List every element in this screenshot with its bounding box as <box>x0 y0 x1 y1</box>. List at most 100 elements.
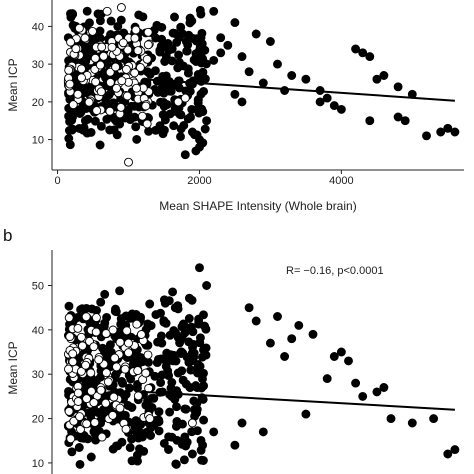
data-point-filled <box>450 127 460 137</box>
x-tick-label: 4000 <box>329 175 353 187</box>
data-point-filled <box>379 71 389 80</box>
data-point-filled <box>137 357 147 367</box>
data-point-filled <box>75 459 85 469</box>
data-point-filled <box>294 320 304 330</box>
data-point-open <box>73 397 83 406</box>
data-point-filled <box>165 407 175 417</box>
data-point-filled <box>422 131 431 141</box>
data-point-filled <box>358 391 368 401</box>
data-point-filled <box>169 350 179 360</box>
data-point-filled <box>110 114 120 124</box>
data-point-open <box>64 313 74 323</box>
y-tick-label: 10 <box>32 135 44 147</box>
data-point-open <box>130 68 140 78</box>
data-point-filled <box>230 89 240 99</box>
data-point-open <box>86 386 96 396</box>
data-point-filled <box>199 368 208 378</box>
data-point-filled <box>175 338 185 348</box>
data-point-open <box>66 37 76 47</box>
data-point-filled <box>138 12 148 22</box>
data-point-open <box>101 368 111 378</box>
data-point-open <box>133 366 143 376</box>
data-point-open <box>97 432 107 442</box>
data-point-filled <box>265 37 275 46</box>
data-point-filled <box>64 111 74 121</box>
data-point-open <box>102 6 112 16</box>
data-point-filled <box>156 308 165 318</box>
data-point-open <box>74 23 84 33</box>
data-point-open <box>124 157 133 167</box>
data-point-open <box>116 3 126 12</box>
data-point-filled <box>64 134 74 143</box>
data-point-filled <box>280 86 290 95</box>
data-point-filled <box>171 459 181 469</box>
data-point-filled <box>96 297 106 307</box>
data-point-open <box>124 338 133 348</box>
data-point-open <box>76 332 86 342</box>
data-point-filled <box>443 449 453 459</box>
data-point-filled <box>223 40 233 50</box>
data-point-filled <box>127 403 137 412</box>
panel-a-ylabel: Mean ICP <box>6 58 20 111</box>
data-point-open <box>111 62 121 72</box>
data-point-filled <box>154 426 164 436</box>
data-point-filled <box>258 78 268 88</box>
data-point-open <box>132 319 142 329</box>
data-point-filled <box>66 12 76 22</box>
data-point-filled <box>196 9 206 19</box>
data-point-filled <box>450 445 460 455</box>
data-point-filled <box>193 360 203 369</box>
data-point-filled <box>135 444 144 454</box>
data-point-filled <box>178 375 188 385</box>
data-point-open <box>75 412 85 422</box>
data-point-filled <box>174 50 184 60</box>
data-point-filled <box>230 18 240 28</box>
data-point-filled <box>153 354 163 364</box>
data-point-filled <box>181 441 191 451</box>
data-point-open <box>65 332 75 342</box>
data-point-filled <box>200 124 210 134</box>
data-point-filled <box>127 434 137 444</box>
data-point-filled <box>230 440 240 450</box>
data-point-open <box>180 93 190 103</box>
data-point-open <box>90 53 100 63</box>
data-point-open <box>88 26 97 36</box>
data-point-open <box>81 360 91 370</box>
data-point-filled <box>192 398 202 408</box>
panel-a-ticks: 10 20 30 40 0 2000 4000 <box>32 21 354 187</box>
data-point-open <box>81 312 91 322</box>
data-point-filled <box>157 22 167 32</box>
data-point-open <box>110 353 120 363</box>
data-point-filled <box>168 28 178 38</box>
data-point-filled <box>173 304 183 314</box>
data-point-filled <box>80 116 90 126</box>
panel-a: Mean ICP 10 20 30 40 0 2000 4000 Mean SHAPE In… <box>6 0 464 213</box>
data-point-filled <box>176 349 186 358</box>
data-point-filled <box>93 9 103 19</box>
data-point-filled <box>164 296 174 306</box>
data-point-open <box>143 27 153 37</box>
data-point-filled <box>372 387 382 397</box>
data-point-filled <box>199 415 209 425</box>
data-point-filled <box>121 389 131 399</box>
data-point-filled <box>99 321 109 331</box>
data-point-open <box>103 377 113 387</box>
data-point-filled <box>172 435 182 445</box>
data-point-filled <box>216 48 226 58</box>
data-point-filled <box>86 127 96 137</box>
data-point-open <box>108 410 118 420</box>
y-tick-label: 40 <box>32 21 44 33</box>
data-point-open <box>143 350 153 360</box>
data-point-filled <box>443 123 453 133</box>
data-point-filled <box>237 97 247 107</box>
data-point-filled <box>141 400 151 410</box>
data-point-open <box>105 106 115 116</box>
data-point-filled <box>74 443 84 452</box>
data-point-filled <box>209 55 219 65</box>
data-point-filled <box>159 438 169 448</box>
data-point-filled <box>153 337 163 347</box>
data-point-open <box>77 64 86 74</box>
data-point-filled <box>199 310 208 320</box>
panel-b-annotation: R= −0.16, p<0.0001 <box>286 265 384 277</box>
